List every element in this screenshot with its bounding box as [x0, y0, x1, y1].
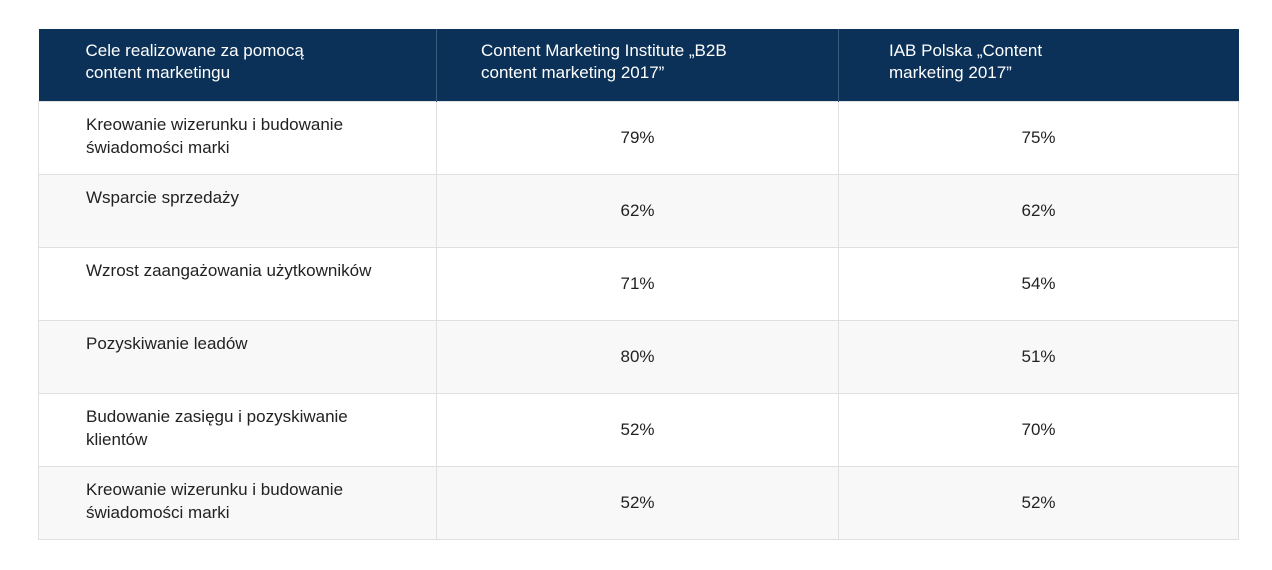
cmi-value: 62% — [436, 173, 839, 248]
iab-value: 52% — [838, 465, 1239, 540]
goal-text: Budowanie zasięgu i pozyskiwanie klientó… — [86, 406, 348, 449]
table-row: Budowanie zasięgu i pozyskiwanie klientó… — [38, 392, 1239, 467]
iab-value: 75% — [838, 100, 1239, 175]
goal-text: Pozyskiwanie leadów — [86, 333, 248, 353]
goal-text: Kreowanie wizerunku i budowanie świadomo… — [86, 114, 344, 157]
header-cmi-text: Content Marketing Institute „B2B content… — [481, 41, 727, 82]
table-row: Kreowanie wizerunku i budowanie świadomo… — [38, 100, 1239, 175]
table-row: Kreowanie wizerunku i budowanie świadomo… — [38, 465, 1239, 540]
iab-value: 51% — [838, 319, 1239, 394]
iab-value: 62% — [838, 173, 1239, 248]
goals-comparison-table: Cele realizowane za pomocą content marke… — [38, 29, 1239, 540]
header-cmi: Content Marketing Institute „B2B content… — [436, 29, 839, 101]
header-iab: IAB Polska „Content marketing 2017” — [838, 29, 1239, 101]
iab-value: 54% — [838, 246, 1239, 321]
cmi-value: 52% — [436, 465, 839, 540]
goal-cell: Wzrost zaangażowania użytkowników — [38, 246, 437, 321]
header-iab-text: IAB Polska „Content marketing 2017” — [889, 41, 1043, 82]
cmi-value: 79% — [436, 100, 839, 175]
header-goals-text: Cele realizowane za pomocą content marke… — [85, 41, 304, 82]
iab-value: 70% — [838, 392, 1239, 467]
cmi-value: 71% — [436, 246, 839, 321]
goal-text: Wzrost zaangażowania użytkowników — [86, 260, 372, 280]
goal-text: Wsparcie sprzedaży — [86, 187, 240, 207]
header-goals: Cele realizowane za pomocą content marke… — [38, 29, 437, 101]
goal-cell: Kreowanie wizerunku i budowanie świadomo… — [38, 465, 437, 540]
cmi-value: 80% — [436, 319, 839, 394]
goal-cell: Budowanie zasięgu i pozyskiwanie klientó… — [38, 392, 437, 467]
table-row: Wzrost zaangażowania użytkowników 71% 54… — [38, 246, 1239, 321]
table-row: Pozyskiwanie leadów 80% 51% — [38, 319, 1239, 394]
header-row: Cele realizowane za pomocą content marke… — [38, 29, 1239, 101]
goal-text: Kreowanie wizerunku i budowanie świadomo… — [86, 479, 344, 522]
goal-cell: Pozyskiwanie leadów — [38, 319, 437, 394]
goal-cell: Wsparcie sprzedaży — [38, 173, 437, 248]
goal-cell: Kreowanie wizerunku i budowanie świadomo… — [38, 100, 437, 175]
cmi-value: 52% — [436, 392, 839, 467]
table-row: Wsparcie sprzedaży 62% 62% — [38, 173, 1239, 248]
